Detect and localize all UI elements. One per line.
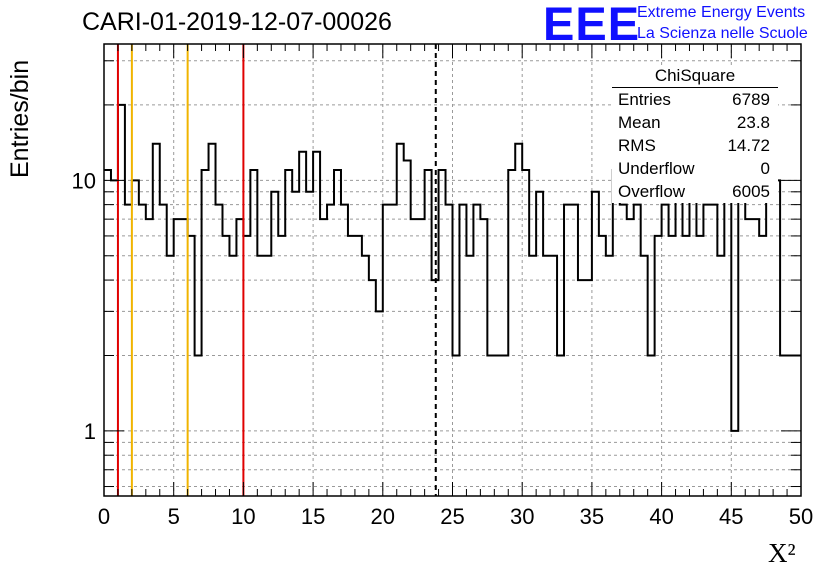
stats-label: RMS	[618, 136, 656, 155]
x-tick-label: 30	[510, 504, 534, 529]
x-tick-label: 0	[98, 504, 110, 529]
stats-row-overflow: Overflow 6005	[612, 180, 778, 203]
stats-value: 0	[760, 159, 770, 178]
logo-subtitle-1: Extreme Energy Events	[637, 4, 806, 21]
x-tick-label: 5	[168, 504, 180, 529]
x-tick-label: 20	[371, 504, 395, 529]
stats-box: ChiSquare Entries 6789 Mean 23.8 RMS 14.…	[612, 66, 778, 203]
x-tick-label: 25	[440, 504, 464, 529]
stats-label: Overflow	[618, 182, 686, 201]
x-tick-label: 40	[649, 504, 673, 529]
stats-value: 6789	[732, 90, 770, 109]
logo-subtitle-2: La Scienza nelle Scuole	[637, 25, 808, 42]
histogram-series	[104, 103, 801, 432]
stats-value: 14.72	[727, 136, 770, 155]
stats-label: Underflow	[618, 159, 695, 178]
x-tick-label: 15	[301, 504, 325, 529]
stats-row-underflow: Underflow 0	[612, 157, 778, 180]
stats-row-entries: Entries 6789	[612, 88, 778, 111]
stats-label: Mean	[618, 113, 661, 132]
chart-title: CARI-01-2019-12-07-00026	[82, 8, 392, 36]
x-tick-label: 50	[789, 504, 813, 529]
stats-row-rms: RMS 14.72	[612, 134, 778, 157]
x-tick-label: 45	[719, 504, 743, 529]
x-axis-label: Χ²	[768, 538, 796, 568]
stats-value: 6005	[732, 182, 770, 201]
stats-row-mean: Mean 23.8	[612, 111, 778, 134]
y-tick-label: 1	[84, 419, 96, 444]
eee-logo: EEE	[543, 0, 641, 50]
stats-label: Entries	[618, 90, 671, 109]
stats-value: 23.8	[736, 113, 770, 132]
stats-title: ChiSquare	[612, 66, 778, 88]
y-tick-label: 10	[72, 168, 96, 193]
x-tick-label: 35	[580, 504, 604, 529]
x-tick-label: 10	[231, 504, 255, 529]
